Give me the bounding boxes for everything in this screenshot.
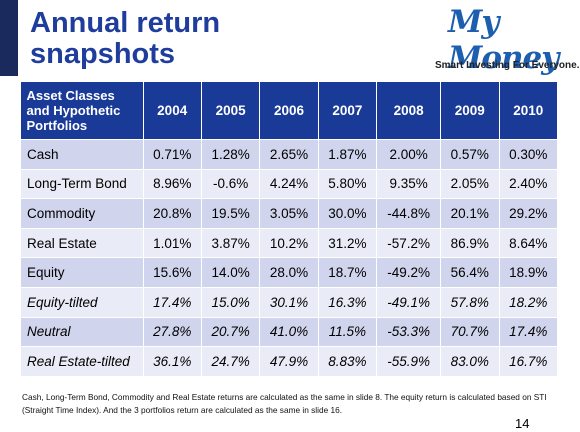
cell: 29.2% bbox=[498, 198, 558, 229]
cell: 11.5% bbox=[317, 316, 378, 348]
cell: 86.9% bbox=[440, 227, 500, 259]
cell: 8.64% bbox=[498, 227, 558, 259]
cell: 8.83% bbox=[317, 346, 378, 377]
table-row: Equity 15.6% 14.0% 28.0% 18.7% -49.2% 56.4% 18.… bbox=[20, 257, 558, 288]
cell: -49.1% bbox=[376, 286, 442, 318]
cell: 0.57% bbox=[440, 139, 500, 170]
title: Annual return snapshots bbox=[30, 7, 221, 70]
cell: 20.7% bbox=[200, 316, 261, 348]
cell: 20.1% bbox=[440, 198, 500, 229]
row-label: Real Estate bbox=[20, 227, 144, 259]
table-row: Cash 0.71% 1.28% 2.65% 1.87% 2.00% 0.57% 0.30% bbox=[20, 139, 558, 170]
cell: 30.1% bbox=[259, 286, 319, 318]
cell: 41.0% bbox=[259, 316, 319, 348]
table-row: Real Estate 1.01% 3.87% 10.2% 31.2% -57.2% 86.… bbox=[20, 227, 558, 259]
returns-table: Asset Classes and Hypothetic Portfolios 2… bbox=[20, 82, 558, 377]
cell: 47.9% bbox=[259, 346, 319, 377]
table-row: Commodity 20.8% 19.5% 3.05% 30.0% -44.8% 20.1%… bbox=[20, 198, 558, 229]
table-row: Real Estate-tilted 36.1% 24.7% 47.9% 8.83% -5… bbox=[20, 346, 558, 377]
row-label: Neutral bbox=[20, 316, 144, 348]
row-label: Cash bbox=[20, 139, 144, 170]
column-header: 2010 bbox=[499, 82, 558, 140]
cell: 5.80% bbox=[317, 168, 378, 200]
column-header: 2006 bbox=[259, 82, 319, 140]
table-row: Equity-tilted 17.4% 15.0% 30.1% 16.3% -49.1% 5… bbox=[20, 286, 558, 318]
cell: -49.2% bbox=[376, 257, 442, 288]
cell: 24.7% bbox=[200, 346, 261, 377]
row-label: Commodity bbox=[20, 198, 144, 229]
cell: 3.05% bbox=[259, 198, 319, 229]
table-row: Neutral 27.8% 20.7% 41.0% 11.5% -53.3% 70.7% 17… bbox=[20, 316, 558, 348]
cell: 19.5% bbox=[200, 198, 261, 229]
cell: 18.2% bbox=[498, 286, 558, 318]
cell: 2.40% bbox=[498, 168, 558, 200]
accent-bar bbox=[0, 0, 18, 76]
cell: 4.24% bbox=[259, 168, 319, 200]
cell: 0.30% bbox=[498, 139, 558, 170]
cell: 18.9% bbox=[498, 257, 558, 288]
cell: -44.8% bbox=[376, 198, 442, 229]
cell: -57.2% bbox=[376, 227, 442, 259]
cell: 10.2% bbox=[259, 227, 319, 259]
cell: 2.05% bbox=[440, 168, 500, 200]
cell: -55.9% bbox=[376, 346, 442, 377]
column-header: 2008 bbox=[376, 82, 442, 140]
cell: 17.4% bbox=[142, 286, 202, 318]
cell: 1.28% bbox=[200, 139, 261, 170]
cell: 1.87% bbox=[317, 139, 378, 170]
cell: 15.0% bbox=[200, 286, 261, 318]
column-header: 2004 bbox=[143, 82, 202, 140]
cell: -53.3% bbox=[376, 316, 442, 348]
row-label: Real Estate-tilted bbox=[20, 346, 144, 377]
logo: My Money bbox=[448, 4, 559, 76]
cell: 57.8% bbox=[440, 286, 500, 318]
row-label: Long-Term Bond bbox=[20, 168, 144, 200]
cell: 2.00% bbox=[376, 139, 442, 170]
row-label: Equity-tilted bbox=[20, 286, 144, 318]
column-header: Asset Classes and Hypothetic Portfolios bbox=[20, 82, 144, 140]
cell: 70.7% bbox=[440, 316, 500, 348]
column-header: 2007 bbox=[318, 82, 378, 140]
cell: 28.0% bbox=[259, 257, 319, 288]
cell: 18.7% bbox=[317, 257, 378, 288]
table-row: Long-Term Bond 8.96% -0.6% 4.24% 5.80% 9.35% 2… bbox=[20, 168, 558, 200]
cell: 15.6% bbox=[142, 257, 202, 288]
row-label: Equity bbox=[20, 257, 144, 288]
footnote: Cash, Long-Term Bond, Commodity and Real… bbox=[22, 392, 547, 415]
column-header: 2005 bbox=[201, 82, 261, 140]
cell: 1.01% bbox=[142, 227, 202, 259]
cell: 17.4% bbox=[498, 316, 558, 348]
cell: 0.71% bbox=[142, 139, 202, 170]
page-number: 14 bbox=[515, 416, 530, 431]
cell: 56.4% bbox=[440, 257, 500, 288]
cell: 36.1% bbox=[142, 346, 202, 377]
cell: 2.65% bbox=[259, 139, 319, 170]
cell: 14.0% bbox=[200, 257, 261, 288]
column-header: 2009 bbox=[440, 82, 500, 140]
cell: 20.8% bbox=[142, 198, 202, 229]
cell: 8.96% bbox=[142, 168, 202, 200]
cell: 9.35% bbox=[376, 168, 442, 200]
cell: 3.87% bbox=[200, 227, 261, 259]
cell: 16.3% bbox=[317, 286, 378, 318]
cell: -0.6% bbox=[200, 168, 261, 200]
cell: 31.2% bbox=[317, 227, 378, 259]
cell: 30.0% bbox=[317, 198, 378, 229]
cell: 16.7% bbox=[498, 346, 558, 377]
cell: 27.8% bbox=[142, 316, 202, 348]
header-row: Asset Classes and Hypothetic Portfolios 2… bbox=[20, 82, 558, 140]
cell: 83.0% bbox=[440, 346, 500, 377]
tagline: Smart Investing For Everyone. bbox=[435, 60, 580, 71]
